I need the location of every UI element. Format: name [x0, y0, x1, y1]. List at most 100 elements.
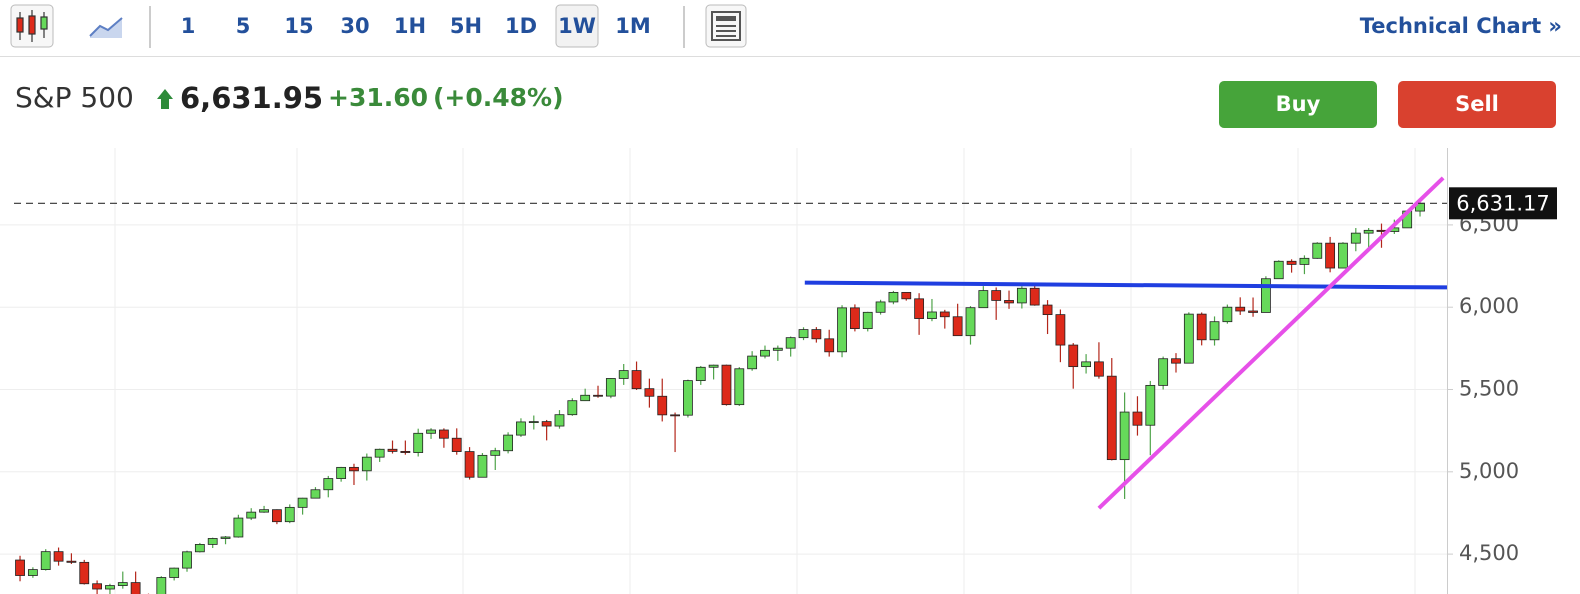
- candle-body: [490, 450, 501, 456]
- candle-body: [837, 307, 847, 353]
- sell-label[interactable]: Sell: [1455, 92, 1499, 116]
- candles-icon: [16, 10, 48, 42]
- candle-body: [593, 394, 603, 397]
- candle-body: [1132, 411, 1143, 426]
- candle-body: [426, 429, 436, 434]
- last-price-box: [1449, 187, 1557, 220]
- candle-body: [554, 414, 565, 427]
- layout-icon-button[interactable]: [705, 4, 747, 48]
- candle-body: [721, 364, 732, 406]
- candle-body: [708, 364, 719, 368]
- interval-button[interactable]: 5: [236, 14, 251, 38]
- candle-body: [618, 370, 629, 379]
- candle-body: [233, 517, 244, 538]
- interval-button[interactable]: 5H: [450, 14, 482, 38]
- candle-body: [927, 311, 937, 319]
- instrument-name: S&P 500: [15, 81, 134, 114]
- candle-body: [1376, 229, 1387, 232]
- candle-body: [1350, 232, 1361, 244]
- candle-body: [349, 466, 359, 472]
- plot-area: [0, 148, 1447, 594]
- candle-body: [875, 301, 886, 313]
- candle-body: [580, 394, 591, 402]
- candle-body: [156, 577, 167, 594]
- candle-body: [169, 567, 180, 578]
- y-tick-label: 4,500: [1459, 541, 1519, 565]
- candle-body: [952, 316, 963, 337]
- candle-body: [516, 421, 526, 436]
- change-percent: (+0.48%): [433, 83, 564, 112]
- candle-body: [991, 290, 1002, 301]
- candle-body: [567, 400, 578, 416]
- candle-body: [798, 329, 809, 339]
- technical-chart-link[interactable]: Technical Chart »: [1360, 14, 1562, 38]
- candle-body: [734, 368, 745, 406]
- trend-line: [804, 280, 1447, 290]
- candle-body: [1312, 242, 1323, 259]
- quote-row: S&P 500 6,631.95 +31.60 (+0.48%) Buy Sel…: [15, 81, 1556, 128]
- interval-button[interactable]: 30: [340, 14, 369, 38]
- buy-button[interactable]: [1219, 81, 1377, 128]
- candle-body: [811, 329, 822, 340]
- candle-body: [760, 349, 770, 357]
- candle-body: [272, 509, 282, 523]
- interval-selected-box[interactable]: [555, 4, 599, 48]
- candle-body: [336, 466, 347, 479]
- candle-body: [284, 506, 295, 523]
- interval-button[interactable]: 1H: [394, 14, 426, 38]
- candle-body: [220, 536, 231, 539]
- y-tick-label: 5,000: [1459, 459, 1519, 483]
- candle-body: [503, 434, 514, 452]
- candle-body: [1363, 229, 1374, 234]
- candle-body: [1196, 313, 1207, 341]
- sell-button[interactable]: [1398, 81, 1556, 128]
- candle-body: [400, 450, 411, 453]
- interval-button[interactable]: 15: [284, 14, 313, 38]
- candle-body: [965, 307, 976, 337]
- candle-body: [1235, 306, 1246, 312]
- change: +31.60: [328, 83, 428, 112]
- candle-body: [130, 582, 141, 594]
- candle-body: [901, 291, 912, 300]
- candle-body: [182, 551, 192, 569]
- candle-body: [1004, 300, 1014, 304]
- price: 6,631.95: [180, 81, 323, 115]
- candle-body: [259, 509, 269, 513]
- candle-body: [1248, 310, 1258, 313]
- candle-body: [824, 338, 835, 353]
- candle-body: [451, 437, 462, 452]
- candle-body: [79, 561, 90, 585]
- candle-body: [438, 429, 449, 439]
- candle-body: [1119, 411, 1130, 461]
- candle-body: [1016, 287, 1027, 304]
- trend-line: [1097, 176, 1445, 510]
- candle-body: [194, 544, 205, 553]
- interval-button[interactable]: 1W: [558, 14, 596, 38]
- interval-button[interactable]: 1: [181, 14, 196, 38]
- y-tick-label: 5,500: [1459, 377, 1519, 401]
- buy-label[interactable]: Buy: [1276, 92, 1321, 116]
- candle-body: [605, 378, 616, 397]
- candle-body: [477, 454, 488, 478]
- candle-body: [92, 583, 103, 590]
- candle-body: [1286, 260, 1297, 265]
- candle-body: [785, 337, 796, 349]
- candle-body: [683, 380, 693, 416]
- candle-body: [1094, 361, 1104, 377]
- candle-body: [1209, 321, 1220, 341]
- candle-body: [1338, 242, 1348, 269]
- candle-body: [670, 414, 680, 417]
- candle-body: [644, 388, 655, 397]
- candle-body: [657, 395, 668, 416]
- candle-body: [1106, 375, 1117, 461]
- candle-body: [387, 448, 398, 452]
- interval-button[interactable]: 1D: [505, 14, 537, 38]
- interval-button[interactable]: 1M: [615, 14, 651, 38]
- line-icon-button[interactable]: [89, 17, 123, 38]
- candle-body: [323, 478, 334, 491]
- candle-body: [747, 355, 758, 370]
- candle-body: [862, 311, 873, 330]
